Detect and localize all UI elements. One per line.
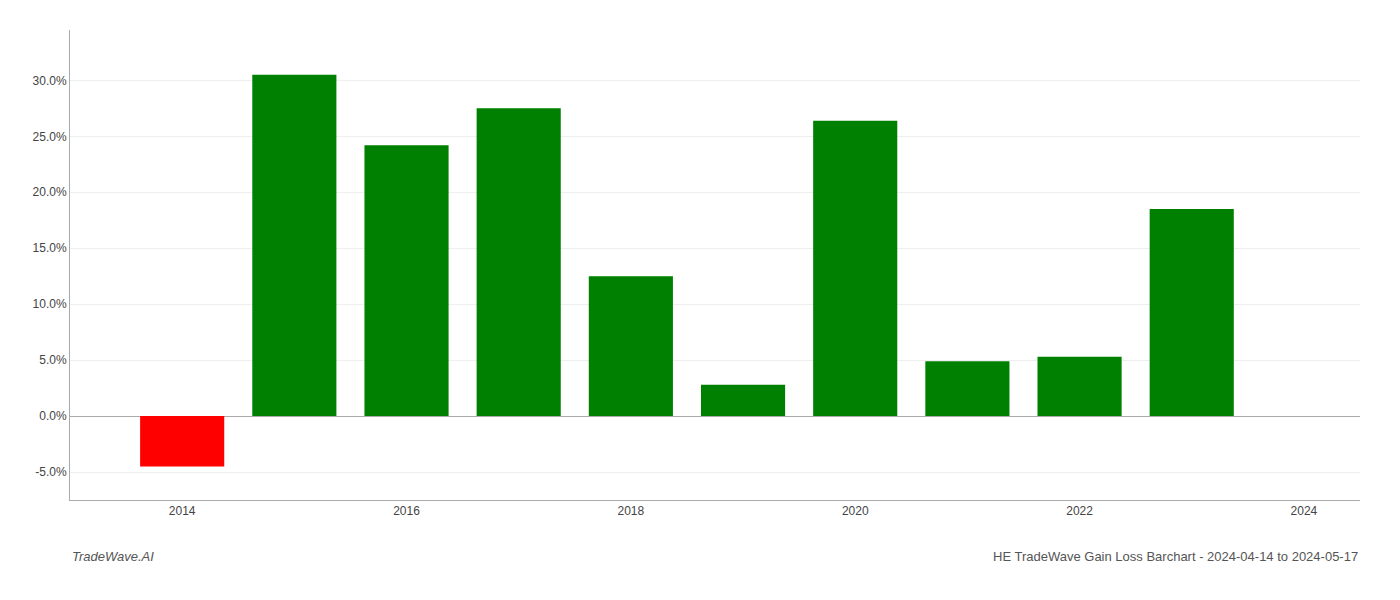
svg-text:2016: 2016 <box>393 504 420 518</box>
svg-text:15.0%: 15.0% <box>33 241 67 255</box>
svg-text:-5.0%: -5.0% <box>35 465 67 479</box>
svg-text:30.0%: 30.0% <box>33 74 67 88</box>
svg-text:TradeWave.AI: TradeWave.AI <box>72 549 154 564</box>
svg-text:20.0%: 20.0% <box>33 185 67 199</box>
svg-text:5.0%: 5.0% <box>39 353 67 367</box>
svg-text:0.0%: 0.0% <box>39 409 67 423</box>
svg-text:2018: 2018 <box>618 504 645 518</box>
svg-text:10.0%: 10.0% <box>33 297 67 311</box>
svg-text:2020: 2020 <box>842 504 869 518</box>
svg-text:25.0%: 25.0% <box>33 130 67 144</box>
svg-text:HE TradeWave Gain Loss Barchar: HE TradeWave Gain Loss Barchart - 2024-0… <box>993 549 1358 564</box>
svg-text:2014: 2014 <box>169 504 196 518</box>
svg-text:2022: 2022 <box>1066 504 1093 518</box>
svg-text:2024: 2024 <box>1291 504 1318 518</box>
